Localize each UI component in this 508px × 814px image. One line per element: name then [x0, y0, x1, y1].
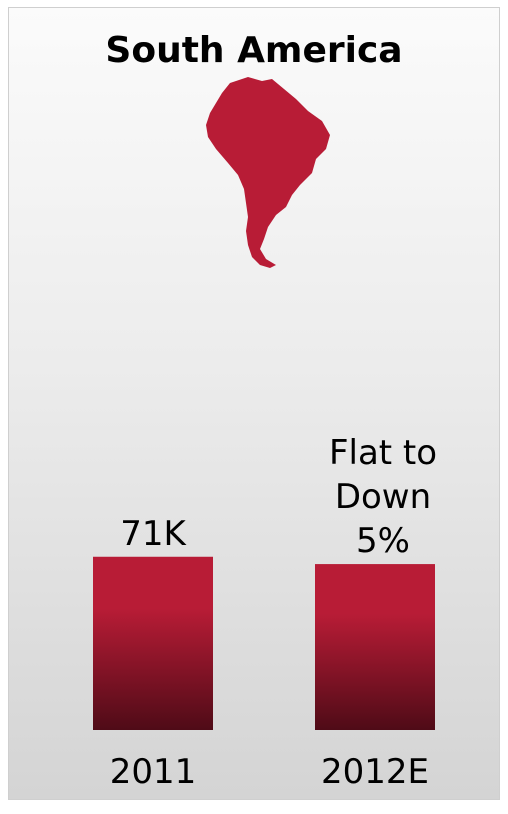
- south-america-shape: [206, 77, 330, 268]
- data-label-2011-line-1: 71K: [120, 514, 187, 554]
- south-america-map-icon: [206, 77, 330, 268]
- bar-2011: [93, 556, 213, 730]
- chart-title: South America: [105, 30, 403, 71]
- bar-2012e: [315, 564, 435, 730]
- data-label-2012e-line-1: Flat to: [329, 433, 437, 473]
- category-label-2012e: 2012E: [321, 752, 429, 792]
- data-label-2012e-line-2: Down: [335, 477, 431, 517]
- data-label-2012e-line-3: 5%: [356, 521, 410, 561]
- category-label-2011: 2011: [110, 752, 197, 792]
